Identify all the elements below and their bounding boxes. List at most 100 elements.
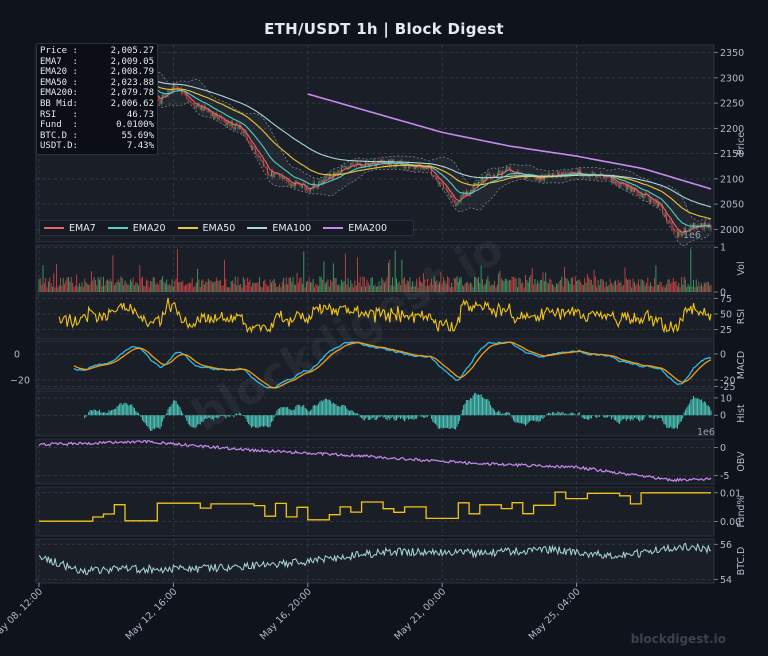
hist-bar [469, 398, 471, 416]
volume-bar [257, 282, 259, 292]
candle-body [414, 165, 416, 170]
volume-bar [296, 272, 298, 292]
hist-bar [219, 415, 221, 417]
hist-bar [402, 415, 404, 420]
volume-bar [500, 278, 502, 292]
volume-bar [519, 278, 521, 292]
hist-bar [695, 398, 697, 416]
volume-bar [226, 287, 228, 292]
hist-bar [297, 404, 299, 416]
volume-bar [335, 277, 337, 292]
volume-bar [525, 274, 526, 292]
volume-bar [683, 276, 685, 292]
hist-bar [104, 412, 106, 416]
volume-bar [43, 283, 45, 292]
hist-bar [516, 415, 518, 423]
volume-bar [348, 287, 350, 292]
candle-body [705, 222, 707, 226]
hist-bar [228, 415, 229, 417]
info-row: BTC.D : 55.69% [40, 131, 154, 142]
hist-bar [573, 413, 575, 416]
volume-bar [659, 281, 661, 292]
candle-body [558, 171, 560, 175]
hist-bar [546, 414, 548, 416]
volume-bar [125, 282, 127, 292]
volume-bar [660, 282, 662, 292]
volume-bar [51, 286, 53, 292]
volume-bar [430, 278, 432, 292]
hist-bar [603, 415, 604, 417]
y-tick-label: 2150 [720, 149, 744, 160]
hist-bar [652, 415, 654, 419]
hist-bar [186, 415, 188, 421]
volume-bar [475, 277, 477, 292]
volume-bar [457, 282, 459, 292]
volume-bar [375, 286, 377, 292]
candle-body [338, 171, 340, 175]
volume-bar [124, 280, 126, 292]
hist-bar [441, 415, 443, 428]
hist-bar [101, 412, 103, 416]
candle-body [471, 190, 473, 192]
volume-bar [551, 283, 553, 292]
candle-body [242, 131, 244, 133]
candle-body [340, 167, 342, 172]
volume-bar [584, 278, 586, 292]
volume-bar [344, 253, 346, 292]
hist-bar [296, 404, 298, 416]
volume-bar [674, 281, 676, 292]
hist-bar [460, 414, 462, 416]
hist-bar [697, 398, 699, 416]
hist-bar [178, 405, 180, 416]
volume-bar [547, 283, 549, 292]
candle-body [675, 230, 677, 232]
hist-bar [569, 413, 571, 416]
volume-bar [436, 280, 438, 292]
hist-bar [323, 399, 325, 416]
watermark: blockdigest.io [630, 632, 726, 646]
hist-bar [619, 415, 621, 425]
volume-bar [128, 284, 130, 292]
candle-body [436, 176, 438, 180]
volume-bar [573, 284, 575, 292]
hist-bar [164, 415, 166, 416]
volume-bar [679, 287, 681, 292]
candle-body [334, 172, 336, 175]
candle-body [691, 225, 693, 229]
candle-body [671, 221, 673, 229]
hist-bar [198, 415, 200, 425]
candle-body [666, 214, 668, 222]
hist-bar [456, 415, 458, 427]
volume-bar [553, 285, 555, 292]
volume-bar [594, 276, 596, 292]
hist-bar [670, 415, 672, 427]
hist-bar [89, 410, 91, 416]
hist-bar [249, 415, 251, 426]
volume-bar [168, 284, 170, 292]
volume-bar [120, 276, 122, 292]
candle-body [679, 231, 681, 234]
y-axis-label: Price [736, 132, 747, 155]
candle-body [182, 92, 184, 94]
volume-bar [186, 284, 188, 292]
volume-bar [93, 277, 95, 292]
candle-body [581, 175, 583, 177]
candle-body [175, 86, 177, 88]
candle-body [508, 168, 510, 169]
hist-bar [417, 415, 419, 417]
volume-bar [694, 286, 696, 292]
candle-body [437, 179, 439, 184]
hist-bar [586, 415, 588, 420]
volume-bar [256, 282, 258, 292]
volume-bar [163, 281, 165, 292]
candle-body [230, 121, 232, 126]
volume-bar [156, 282, 158, 292]
volume-bar [390, 285, 392, 292]
volume-bar [84, 278, 86, 292]
volume-bar [162, 276, 164, 292]
hist-bar [710, 410, 712, 416]
y-tick-label: 56 [720, 540, 732, 551]
legend-label: EMA100 [272, 222, 312, 234]
hist-bar [406, 415, 408, 418]
hist-bar [471, 398, 473, 416]
